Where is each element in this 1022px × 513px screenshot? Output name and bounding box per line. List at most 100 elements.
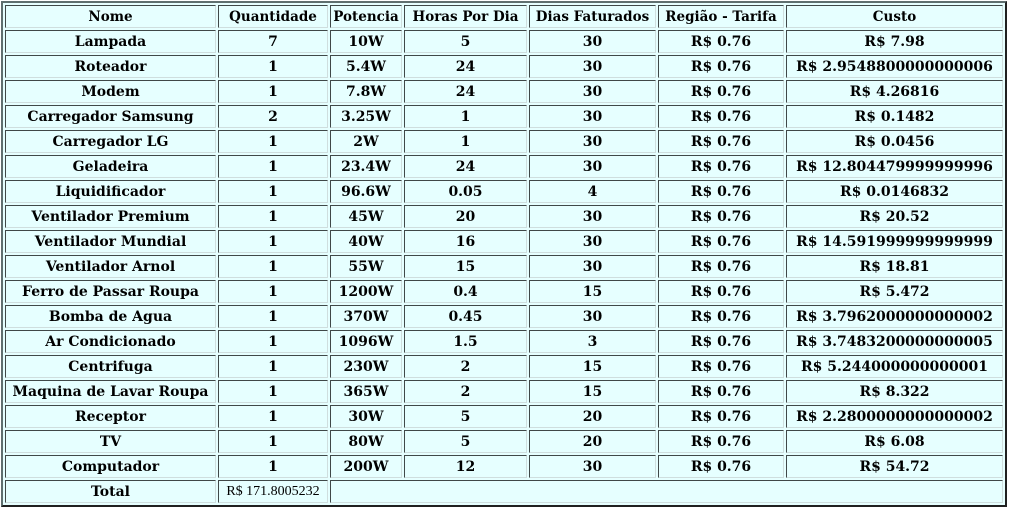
cell-horas-por-dia: 16 bbox=[404, 230, 527, 253]
cell-quantidade: 1 bbox=[218, 280, 328, 303]
cell-potencia: 200W bbox=[330, 455, 402, 478]
cell-dias-faturados: 30 bbox=[529, 55, 656, 78]
table-row: Ventilador Arnol 1 55W 15 30 R$ 0.76 R$ 18.81 bbox=[5, 255, 1003, 278]
cell-regiao-tarifa: R$ 0.76 bbox=[658, 430, 784, 453]
cell-custo: R$ 7.98 bbox=[786, 30, 1003, 53]
cell-horas-por-dia: 0.45 bbox=[404, 305, 527, 328]
cell-horas-por-dia: 1 bbox=[404, 105, 527, 128]
cell-quantidade: 7 bbox=[218, 30, 328, 53]
cell-custo: R$ 2.2800000000000002 bbox=[786, 405, 1003, 428]
cell-horas-por-dia: 5 bbox=[404, 405, 527, 428]
table-row: Roteador 1 5.4W 24 30 R$ 0.76 R$ 2.95488000000… bbox=[5, 55, 1003, 78]
cell-potencia: 10W bbox=[330, 30, 402, 53]
cell-nome: Lampada bbox=[5, 30, 216, 53]
cell-potencia: 23.4W bbox=[330, 155, 402, 178]
cell-quantidade: 1 bbox=[218, 255, 328, 278]
cell-nome: Bomba de Agua bbox=[5, 305, 216, 328]
cell-nome: Centrifuga bbox=[5, 355, 216, 378]
table-row: TV 1 80W 5 20 R$ 0.76 R$ 6.08 bbox=[5, 430, 1003, 453]
cell-custo: R$ 3.7483200000000005 bbox=[786, 330, 1003, 353]
cell-custo: R$ 2.9548800000000006 bbox=[786, 55, 1003, 78]
cell-horas-por-dia: 24 bbox=[404, 155, 527, 178]
cell-horas-por-dia: 5 bbox=[404, 30, 527, 53]
cell-dias-faturados: 30 bbox=[529, 80, 656, 103]
cell-regiao-tarifa: R$ 0.76 bbox=[658, 130, 784, 153]
cell-custo: R$ 0.1482 bbox=[786, 105, 1003, 128]
cell-regiao-tarifa: R$ 0.76 bbox=[658, 305, 784, 328]
cell-potencia: 7.8W bbox=[330, 80, 402, 103]
cell-horas-por-dia: 0.4 bbox=[404, 280, 527, 303]
header-dias-faturados: Dias Faturados bbox=[529, 5, 656, 28]
cell-horas-por-dia: 1.5 bbox=[404, 330, 527, 353]
cell-dias-faturados: 30 bbox=[529, 130, 656, 153]
total-row: Total R$ 171.8005232 bbox=[5, 480, 1003, 503]
cell-potencia: 96.6W bbox=[330, 180, 402, 203]
cell-custo: R$ 18.81 bbox=[786, 255, 1003, 278]
table-row: Ventilador Mundial 1 40W 16 30 R$ 0.76 R$ 14.5… bbox=[5, 230, 1003, 253]
cell-dias-faturados: 30 bbox=[529, 105, 656, 128]
cell-horas-por-dia: 1 bbox=[404, 130, 527, 153]
energy-cost-table-wrapper: Nome Quantidade Potencia Horas Por Dia D… bbox=[1, 1, 1007, 507]
table-row: Centrifuga 1 230W 2 15 R$ 0.76 R$ 5.2440000000… bbox=[5, 355, 1003, 378]
cell-nome: Ferro de Passar Roupa bbox=[5, 280, 216, 303]
table-body: Lampada 7 10W 5 30 R$ 0.76 R$ 7.98 Roteador 1 5.4… bbox=[5, 30, 1003, 478]
header-quantidade: Quantidade bbox=[218, 5, 328, 28]
table-row: Lampada 7 10W 5 30 R$ 0.76 R$ 7.98 bbox=[5, 30, 1003, 53]
cell-nome: Modem bbox=[5, 80, 216, 103]
cell-potencia: 30W bbox=[330, 405, 402, 428]
cell-quantidade: 1 bbox=[218, 405, 328, 428]
cell-regiao-tarifa: R$ 0.76 bbox=[658, 55, 784, 78]
header-potencia: Potencia bbox=[330, 5, 402, 28]
cell-regiao-tarifa: R$ 0.76 bbox=[658, 180, 784, 203]
cell-dias-faturados: 20 bbox=[529, 430, 656, 453]
cell-dias-faturados: 30 bbox=[529, 155, 656, 178]
table-row: Ferro de Passar Roupa 1 1200W 0.4 15 R$ 0.76 R… bbox=[5, 280, 1003, 303]
cell-custo: R$ 0.0456 bbox=[786, 130, 1003, 153]
cell-regiao-tarifa: R$ 0.76 bbox=[658, 155, 784, 178]
cell-custo: R$ 0.0146832 bbox=[786, 180, 1003, 203]
cell-potencia: 365W bbox=[330, 380, 402, 403]
cell-custo: R$ 4.26816 bbox=[786, 80, 1003, 103]
cell-quantidade: 1 bbox=[218, 330, 328, 353]
cell-quantidade: 1 bbox=[218, 305, 328, 328]
table-row: Modem 1 7.8W 24 30 R$ 0.76 R$ 4.26816 bbox=[5, 80, 1003, 103]
cell-potencia: 2W bbox=[330, 130, 402, 153]
table-row: Maquina de Lavar Roupa 1 365W 2 15 R$ 0.76 R$ … bbox=[5, 380, 1003, 403]
cell-potencia: 45W bbox=[330, 205, 402, 228]
cell-quantidade: 1 bbox=[218, 380, 328, 403]
table-row: Receptor 1 30W 5 20 R$ 0.76 R$ 2.2800000000000… bbox=[5, 405, 1003, 428]
cell-horas-por-dia: 12 bbox=[404, 455, 527, 478]
cell-quantidade: 1 bbox=[218, 430, 328, 453]
cell-custo: R$ 54.72 bbox=[786, 455, 1003, 478]
cell-potencia: 55W bbox=[330, 255, 402, 278]
cell-regiao-tarifa: R$ 0.76 bbox=[658, 455, 784, 478]
cell-regiao-tarifa: R$ 0.76 bbox=[658, 355, 784, 378]
cell-custo: R$ 3.7962000000000002 bbox=[786, 305, 1003, 328]
cell-potencia: 80W bbox=[330, 430, 402, 453]
cell-horas-por-dia: 24 bbox=[404, 55, 527, 78]
cell-regiao-tarifa: R$ 0.76 bbox=[658, 205, 784, 228]
cell-potencia: 230W bbox=[330, 355, 402, 378]
cell-dias-faturados: 4 bbox=[529, 180, 656, 203]
cell-quantidade: 1 bbox=[218, 155, 328, 178]
cell-regiao-tarifa: R$ 0.76 bbox=[658, 30, 784, 53]
cell-dias-faturados: 30 bbox=[529, 230, 656, 253]
cell-regiao-tarifa: R$ 0.76 bbox=[658, 380, 784, 403]
header-nome: Nome bbox=[5, 5, 216, 28]
cell-custo: R$ 6.08 bbox=[786, 430, 1003, 453]
header-regiao-tarifa: Região - Tarifa bbox=[658, 5, 784, 28]
cell-quantidade: 1 bbox=[218, 55, 328, 78]
cell-custo: R$ 12.804479999999996 bbox=[786, 155, 1003, 178]
cell-nome: Computador bbox=[5, 455, 216, 478]
table-row: Bomba de Agua 1 370W 0.45 30 R$ 0.76 R$ 3.7962… bbox=[5, 305, 1003, 328]
cell-nome: Ventilador Premium bbox=[5, 205, 216, 228]
cell-dias-faturados: 30 bbox=[529, 205, 656, 228]
cell-quantidade: 1 bbox=[218, 455, 328, 478]
cell-potencia: 5.4W bbox=[330, 55, 402, 78]
cell-quantidade: 1 bbox=[218, 80, 328, 103]
cell-dias-faturados: 15 bbox=[529, 355, 656, 378]
cell-quantidade: 1 bbox=[218, 180, 328, 203]
cell-dias-faturados: 30 bbox=[529, 30, 656, 53]
cell-quantidade: 1 bbox=[218, 355, 328, 378]
table-row: Liquidificador 1 96.6W 0.05 4 R$ 0.76 R$ 0.014… bbox=[5, 180, 1003, 203]
